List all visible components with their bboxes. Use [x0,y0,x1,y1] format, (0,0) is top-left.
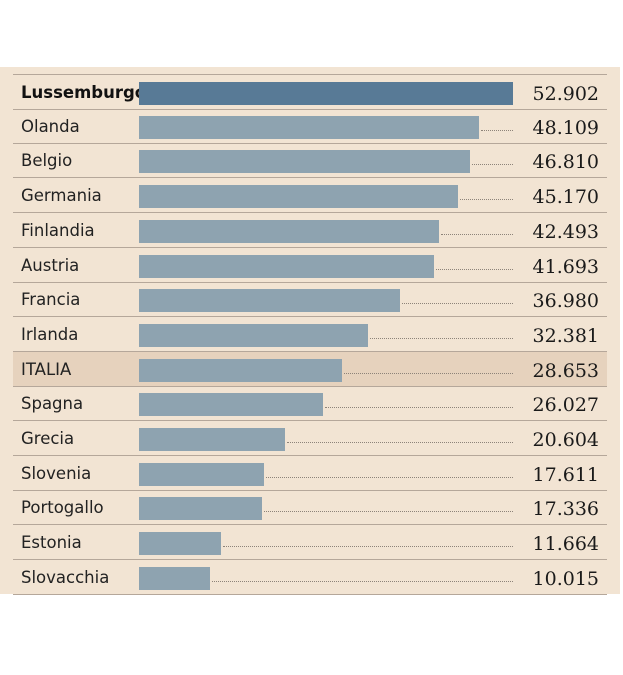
bar [139,566,210,590]
bar [139,393,323,417]
category-label: Portogallo [21,498,104,518]
category-label: ITALIA [21,359,72,379]
dotted-leader [265,476,513,478]
value-label: 17.336 [532,498,599,521]
category-label: Grecia [21,429,75,448]
category-label: Finlandia [21,220,95,240]
bar [139,185,459,209]
value-label: 46.810 [532,151,599,174]
bar [139,532,222,556]
dotted-leader [481,129,513,131]
bar [139,428,285,451]
value-label: 42.493 [532,220,599,243]
value-label: 48.109 [532,116,599,139]
dotted-leader [369,337,513,339]
category-label: Spagna [21,394,84,414]
bar-row-olanda: Olanda 48.109 [13,109,607,144]
dotted-leader [223,546,513,548]
bar [139,323,368,347]
bar-row-slovacchia: Slovacchia 10.015 [13,560,607,595]
value-label: 41.693 [532,255,599,278]
category-label: Slovacchia [21,567,110,587]
bar [139,289,401,313]
category-label: Francia [21,290,81,310]
bar-row-grecia: Grecia 20.604 [13,421,607,456]
bar-row-slovenia: Slovenia 17.611 [13,456,607,491]
bar [139,497,262,521]
bar-row-estonia: Estonia 11.664 [13,525,607,561]
bar [139,115,480,139]
bar-row-portogallo: Portogallo 17.336 [13,490,607,526]
category-label: Slovenia [21,463,92,483]
bar [139,254,434,278]
bar-row-austria: Austria 41.693 [13,248,607,283]
category-label: Estonia [21,533,82,553]
bar-row-irlanda: Irlanda 32.381 [13,317,607,352]
bar [139,358,342,382]
dotted-leader [343,372,513,374]
category-label: Olanda [21,116,80,136]
dotted-leader [402,303,513,305]
category-label: Austria [21,255,80,275]
value-label: 26.027 [532,394,599,417]
bar-row-francia: Francia 36.980 [13,282,607,318]
dotted-leader [460,199,513,201]
category-label: Belgio [21,151,73,171]
bar-row-germania: Germania 45.170 [13,178,607,214]
bar-row-spagna: Spagna 26.027 [13,386,607,422]
dotted-leader [325,407,513,409]
bar [139,150,470,174]
dotted-leader [441,233,513,235]
value-label: 11.664 [532,533,599,556]
dotted-leader [263,511,513,513]
bar-row-lussemburgo: Lussemburgo 52.902 [13,74,607,110]
value-label: 32.381 [532,324,599,347]
bar [139,219,440,243]
bar [139,82,513,105]
category-label: Irlanda [21,324,79,344]
value-label: 52.902 [532,83,599,105]
value-label: 20.604 [532,429,599,451]
value-label: 36.980 [532,290,599,313]
dotted-leader [435,268,513,270]
dotted-leader [211,580,513,582]
bar [139,462,264,486]
dotted-leader [286,442,513,443]
value-label: 17.611 [532,463,599,486]
chart-panel: Lussemburgo 52.902 Olanda 48.109 Belgio 46.81… [0,67,620,595]
bar-row-finlandia: Finlandia 42.493 [13,213,607,248]
value-label: 45.170 [532,186,599,209]
bar-row-belgio: Belgio 46.810 [13,143,607,179]
dotted-leader [471,164,513,166]
category-label: Lussemburgo [21,83,147,102]
category-label: Germania [21,186,102,206]
bar-row-italia: ITALIA 28.653 [13,351,607,387]
value-label: 10.015 [532,567,599,590]
value-label: 28.653 [532,359,599,382]
